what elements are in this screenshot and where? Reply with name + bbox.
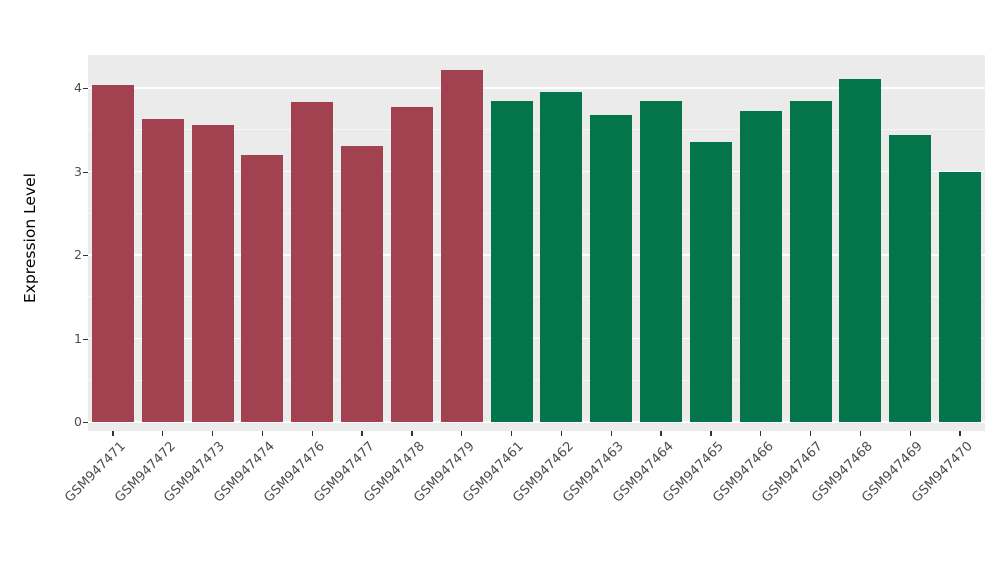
y-tick-label: 1 bbox=[74, 330, 82, 346]
bar bbox=[341, 146, 383, 422]
x-tick-mark bbox=[211, 431, 214, 436]
y-tick-label: 4 bbox=[74, 80, 82, 95]
x-tick-mark bbox=[809, 431, 812, 436]
y-tick-label: 3 bbox=[74, 163, 82, 179]
bar bbox=[689, 142, 732, 422]
x-tick-mark bbox=[710, 431, 712, 436]
bar bbox=[889, 134, 932, 422]
x-tick-mark bbox=[261, 431, 263, 436]
gridline-major bbox=[88, 254, 985, 256]
y-tick-label: 0 bbox=[74, 414, 82, 429]
gridline-major bbox=[88, 170, 985, 173]
x-tick-mark bbox=[510, 431, 513, 436]
y-axis-title: Expression Level bbox=[21, 173, 39, 303]
x-tick-mark bbox=[660, 431, 662, 436]
x-tick-mark bbox=[760, 431, 762, 436]
bar bbox=[291, 102, 334, 422]
bar bbox=[789, 100, 832, 422]
bar bbox=[490, 101, 533, 422]
x-tick-mark bbox=[560, 431, 562, 436]
x-tick-mark bbox=[859, 431, 861, 436]
y-tick-mark bbox=[83, 88, 88, 90]
gridline-major bbox=[88, 87, 985, 89]
x-tick-mark bbox=[959, 431, 961, 436]
bar bbox=[390, 107, 433, 422]
y-tick-mark bbox=[83, 338, 88, 340]
gridline-minor bbox=[88, 129, 985, 131]
bar bbox=[939, 171, 981, 422]
gridline-major bbox=[88, 421, 985, 423]
gridline-minor bbox=[88, 296, 985, 298]
x-tick-mark bbox=[610, 431, 612, 436]
bar bbox=[590, 114, 633, 422]
bar bbox=[540, 92, 583, 422]
bar bbox=[440, 69, 483, 422]
bar bbox=[739, 110, 782, 422]
x-tick-mark bbox=[311, 431, 313, 436]
bar bbox=[191, 124, 234, 422]
x-tick-mark bbox=[162, 431, 164, 436]
y-tick-label: 2 bbox=[74, 247, 82, 262]
gridline-major bbox=[88, 337, 985, 340]
y-tick-mark bbox=[83, 422, 88, 424]
x-tick-mark bbox=[361, 431, 363, 436]
bar bbox=[141, 118, 184, 422]
bar bbox=[91, 85, 134, 422]
gridline-minor bbox=[88, 379, 985, 381]
plot-panel bbox=[88, 55, 985, 431]
bar bbox=[241, 154, 284, 422]
x-tick-mark bbox=[112, 431, 114, 436]
x-tick-mark bbox=[909, 431, 911, 436]
bar bbox=[640, 101, 682, 422]
x-tick-mark bbox=[461, 431, 463, 436]
x-tick-mark bbox=[411, 431, 413, 436]
gridline-minor bbox=[88, 212, 985, 214]
y-tick-mark bbox=[83, 255, 88, 257]
y-tick-mark bbox=[83, 171, 88, 173]
bar bbox=[839, 78, 882, 422]
